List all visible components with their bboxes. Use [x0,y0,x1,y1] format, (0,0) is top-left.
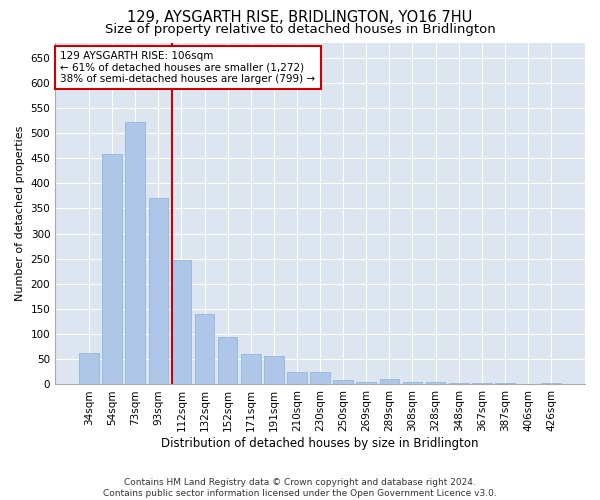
Bar [264,356,284,384]
Bar [426,382,445,384]
Bar [125,122,145,384]
Bar [79,354,99,384]
Bar [403,382,422,384]
X-axis label: Distribution of detached houses by size in Bridlington: Distribution of detached houses by size … [161,437,479,450]
Text: Contains HM Land Registry data © Crown copyright and database right 2024.
Contai: Contains HM Land Registry data © Crown c… [103,478,497,498]
Bar [356,382,376,384]
Bar [103,154,122,384]
Y-axis label: Number of detached properties: Number of detached properties [15,126,25,301]
Bar [472,383,491,384]
Text: 129, AYSGARTH RISE, BRIDLINGTON, YO16 7HU: 129, AYSGARTH RISE, BRIDLINGTON, YO16 7H… [127,10,473,25]
Bar [287,372,307,384]
Bar [334,380,353,384]
Bar [218,336,238,384]
Text: 129 AYSGARTH RISE: 106sqm
← 61% of detached houses are smaller (1,272)
38% of se: 129 AYSGARTH RISE: 106sqm ← 61% of detac… [61,51,316,84]
Bar [172,260,191,384]
Bar [241,354,260,384]
Bar [149,198,168,384]
Bar [310,372,330,384]
Bar [195,314,214,384]
Bar [380,380,399,384]
Text: Size of property relative to detached houses in Bridlington: Size of property relative to detached ho… [104,22,496,36]
